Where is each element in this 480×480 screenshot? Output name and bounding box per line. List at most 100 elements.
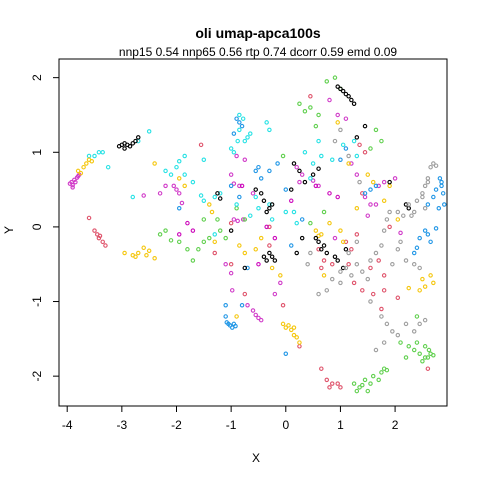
data-point [297,344,302,349]
data-point [335,84,340,89]
data-point [190,228,196,233]
data-point [237,120,242,125]
data-point [321,273,327,278]
data-point [182,172,187,177]
data-point [267,250,272,256]
data-point [338,157,343,162]
data-point [440,191,446,196]
data-point [233,323,238,329]
data-point [392,176,398,181]
data-point [357,142,362,148]
data-point [278,280,283,286]
data-point [422,284,428,289]
data-point [335,112,340,118]
data-point [302,179,308,185]
data-point [234,202,239,207]
data-point [223,261,228,267]
y-tick-label: 2 [30,74,44,81]
data-point [253,312,258,318]
data-point [411,209,417,215]
data-point [190,258,196,263]
data-point [354,239,360,245]
data-point [283,351,289,357]
data-points [67,75,447,394]
data-point [351,381,357,386]
data-point [398,340,403,345]
data-point [351,101,357,107]
data-point [146,248,152,254]
data-point [228,261,234,267]
data-point [329,276,335,282]
data-point [414,198,420,204]
data-point [340,239,346,245]
data-point [368,202,373,207]
data-point [286,323,291,328]
data-point [324,377,330,383]
data-point [379,370,384,375]
data-point [332,235,338,241]
data-point [431,161,436,166]
data-point [168,238,174,243]
y-tick-label: 0 [30,223,44,230]
data-point [379,306,384,312]
data-point [168,172,174,177]
data-point [152,161,157,166]
data-point [212,232,217,237]
data-point [253,168,258,174]
data-point [414,314,420,319]
data-point [422,355,428,360]
data-point [360,191,365,196]
data-point [368,146,373,151]
data-point [70,185,75,190]
data-point [335,120,340,125]
data-point [278,273,283,278]
data-point [406,202,411,207]
data-point [84,161,89,166]
data-point [384,367,390,373]
data-point [291,209,297,215]
data-point [343,239,349,245]
data-point [387,209,392,215]
data-point [308,105,313,110]
data-point [428,239,433,245]
data-point [198,193,204,198]
data-point [163,168,168,174]
data-point [403,321,409,327]
data-point [349,247,354,252]
data-point [319,232,324,237]
data-point [146,129,152,134]
x-tick-label: 1 [337,418,344,432]
data-point [103,243,108,248]
data-point [373,202,379,207]
data-point [327,385,332,390]
data-point [381,288,387,293]
data-point [242,217,248,222]
data-point [357,179,362,185]
data-point [75,168,81,174]
data-point [313,235,319,241]
data-point [100,239,105,245]
data-point [354,135,360,140]
data-point [387,224,392,230]
data-point [78,170,84,176]
data-point [258,317,264,323]
data-point [135,250,141,256]
data-point [360,288,365,293]
data-point [387,183,392,189]
data-point [237,127,242,133]
data-point [227,323,233,328]
data-point [157,191,163,196]
data-point [370,373,376,379]
data-point [86,215,92,221]
data-point [250,308,256,313]
x-tick-label: -3 [117,418,128,432]
data-point [327,220,332,226]
data-point [368,381,373,386]
data-point [242,157,248,162]
data-point [310,172,316,177]
x-axis-label: X [252,451,260,465]
data-point [442,202,447,207]
data-point [209,209,215,215]
data-point [267,168,272,174]
data-point [212,239,217,245]
